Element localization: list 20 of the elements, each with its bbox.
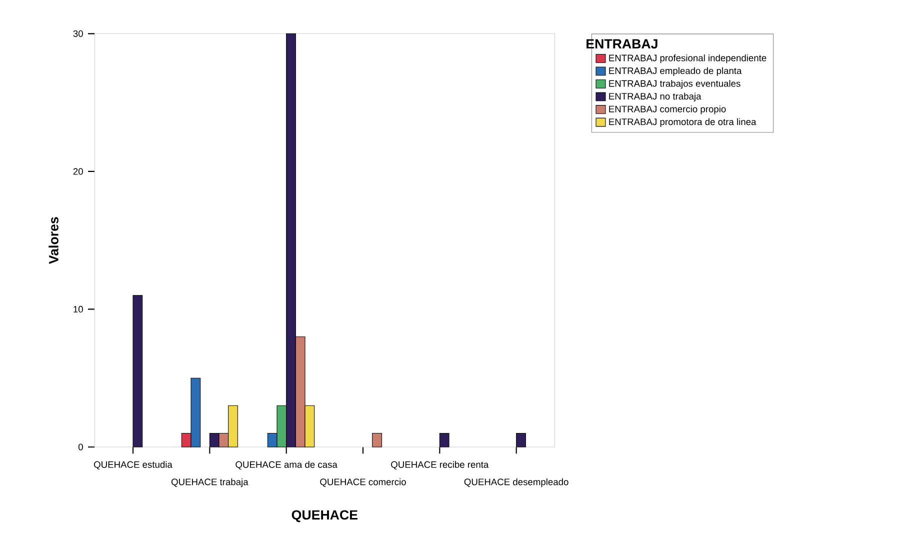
x-tick-label: QUEHACE recibe renta [391, 461, 489, 470]
x-tick-label: QUEHACE ama de casa [236, 461, 338, 470]
x-tick-label: QUEHACE desempleado [464, 478, 568, 488]
legend-label: ENTRABAJ empleado de planta [609, 67, 742, 76]
x-tick-label: QUEHACE estudia [94, 461, 172, 470]
x-axis-title: QUEHACE [292, 510, 358, 522]
x-tick-label: QUEHACE comercio [320, 478, 406, 487]
legend-label: ENTRABAJ promotora de otra linea [609, 118, 756, 127]
legend-label: ENTRABAJ trabajos eventuales [609, 80, 740, 89]
y-tick-label: 30 [73, 30, 83, 37]
legend-label: ENTRABAJ no trabaja [609, 92, 702, 102]
x-tick-label: QUEHACE trabaja [171, 478, 248, 488]
y-tick-label: 20 [73, 168, 83, 175]
y-tick-label: 10 [74, 306, 83, 313]
y-tick-label: 0 [78, 444, 83, 450]
legend-label: ENTRABAJ profesional independiente [609, 54, 766, 64]
y-axis-title: Valores [48, 217, 58, 264]
bar [372, 432, 382, 448]
legend-title: ENTRABAJ [586, 39, 658, 49]
legend-label: ENTRABAJ comercio propio [609, 105, 726, 114]
